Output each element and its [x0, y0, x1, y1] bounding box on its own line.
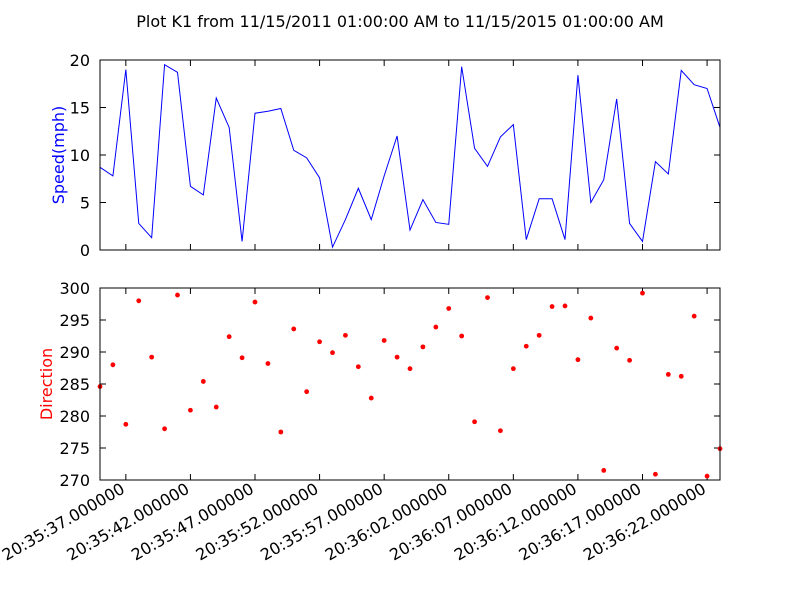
direction-point [485, 295, 490, 300]
direction-y-tick-label: 290 [59, 343, 90, 362]
direction-point [252, 299, 258, 305]
direction-panel: 270 275 280 285 290 295 300 Direction [37, 279, 723, 490]
direction-point [433, 324, 439, 330]
speed-y-tick-label: 0 [80, 241, 90, 260]
direction-point [317, 339, 322, 345]
direction-point [678, 373, 684, 379]
direction-point [498, 428, 503, 434]
speed-axes-frame [99, 59, 721, 251]
direction-point [407, 366, 413, 372]
direction-point [420, 344, 426, 350]
direction-point [368, 395, 374, 401]
direction-point [704, 473, 710, 479]
direction-point [188, 407, 193, 413]
direction-point [200, 379, 206, 384]
direction-point [536, 332, 542, 338]
direction-point [640, 290, 645, 296]
direction-point [510, 366, 516, 372]
direction-y-tick-label: 295 [59, 311, 90, 330]
speed-line [99, 63, 721, 249]
direction-point [459, 333, 465, 339]
speed-y-axis-label: Speed(mph) [49, 106, 68, 205]
direction-point [110, 362, 116, 368]
direction-point [614, 345, 620, 351]
direction-point [691, 313, 697, 319]
direction-point [239, 355, 245, 361]
direction-point [562, 303, 568, 309]
speed-plot-area [100, 60, 720, 250]
direction-plot-area [100, 288, 720, 480]
direction-point [265, 361, 271, 366]
speed-y-tick-label: 5 [80, 194, 90, 213]
x-tick-label: 20:36:22.000000 [580, 479, 709, 564]
direction-series [97, 290, 723, 479]
direction-point [226, 334, 232, 340]
direction-point [394, 354, 400, 360]
direction-y-tick-label: 280 [59, 407, 90, 426]
direction-point [123, 421, 129, 427]
direction-point [213, 404, 219, 410]
direction-point [588, 315, 594, 321]
direction-point [355, 364, 361, 370]
direction-point [304, 389, 310, 395]
direction-point [472, 419, 477, 425]
direction-point [136, 298, 142, 304]
direction-point [627, 357, 632, 363]
direction-point [446, 306, 452, 311]
direction-point [665, 372, 671, 377]
direction-point [575, 357, 581, 363]
direction-point [343, 332, 348, 338]
direction-y-tick-label: 270 [59, 471, 90, 490]
speed-y-tick-label: 10 [70, 146, 90, 165]
speed-y-tick-label: 20 [70, 51, 90, 70]
x-axis-tick-labels: 20:35:37.00000020:35:42.00000020:35:47.0… [0, 479, 709, 564]
direction-point [601, 468, 607, 473]
direction-point [149, 354, 155, 360]
direction-axes-frame [99, 287, 721, 481]
direction-point [523, 343, 529, 349]
speed-y-tick-label: 15 [70, 99, 90, 118]
direction-y-tick-label: 300 [59, 279, 90, 298]
direction-point [653, 471, 658, 477]
direction-point [330, 350, 335, 356]
direction-y-axis-label: Direction [37, 348, 56, 420]
direction-point [162, 426, 167, 432]
direction-point [175, 292, 180, 298]
speed-series [99, 63, 721, 249]
direction-point [291, 326, 297, 332]
speed-panel: 0 5 10 15 20 Speed(mph) [49, 51, 721, 260]
direction-y-tick-label: 275 [59, 439, 90, 458]
direction-y-tick-label: 285 [59, 375, 90, 394]
direction-point [381, 338, 387, 343]
direction-point [278, 429, 284, 435]
chart-title: Plot K1 from 11/15/2011 01:00:00 AM to 1… [136, 12, 664, 31]
direction-axis-ticks: 270 275 280 285 290 295 300 [59, 279, 720, 490]
direction-point [549, 304, 555, 309]
